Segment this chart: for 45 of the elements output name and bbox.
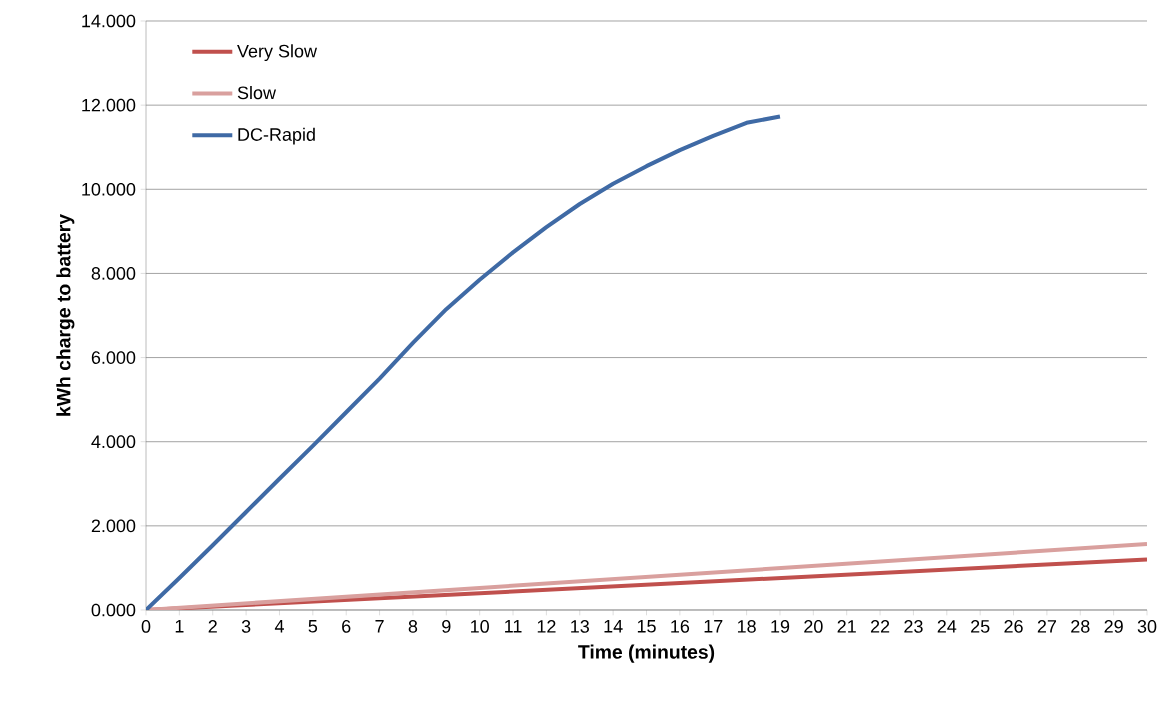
x-tick-label: 24 [937,620,957,633]
x-tick-label: 13 [571,620,589,633]
x-tick-label: 17 [704,620,723,633]
y-tick-label: 0.000 [91,603,136,617]
y-axis-title: kWh charge to battery [56,214,75,416]
y-tick-label: 6.000 [91,351,136,364]
x-tick-label: 8 [408,620,418,633]
x-tick-label: 29 [1104,620,1123,633]
x-axis-title: Time (minutes) [578,644,715,663]
x-tick-label: 14 [604,620,623,633]
x-tick-label: 27 [1037,620,1057,633]
y-tick-label: 4.000 [91,435,136,449]
x-tick-label: 5 [308,620,318,633]
y-tick-label: 12.000 [82,98,136,112]
x-tick-label: 21 [837,620,856,633]
y-tick-label: 2.000 [91,519,136,533]
x-tick-label: 18 [737,620,756,633]
legend-label: Slow [237,85,277,100]
x-tick-label: 1 [175,620,184,633]
legend-label: Very Slow [237,44,318,62]
x-tick-label: 25 [971,620,990,633]
y-tick-label: 8.000 [91,267,136,280]
x-tick-label: 16 [671,620,690,633]
x-tick-label: 20 [804,620,823,633]
x-tick-label: 22 [870,620,890,633]
legend-label: DC-Rapid [238,127,315,145]
x-tick-label: 0 [141,620,151,633]
x-tick-label: 2 [208,620,217,633]
x-tick-label: 10 [471,620,489,633]
x-tick-label: 15 [637,620,656,633]
x-tick-label: 9 [442,620,451,633]
y-tick-label: 10.000 [82,182,136,196]
x-tick-label: 23 [904,620,923,633]
x-tick-label: 12 [537,620,556,633]
x-tick-label: 30 [1137,620,1157,633]
x-tick-label: 26 [1004,620,1023,633]
line-series [146,114,782,610]
x-tick-label: 3 [241,620,251,633]
y-tick-label: 14.000 [82,14,136,28]
x-tick-label: 6 [342,620,351,633]
x-tick-label: 11 [505,620,522,633]
x-tick-label: 7 [375,620,384,633]
x-tick-label: 4 [274,620,284,633]
x-tick-label: 19 [771,620,790,633]
x-tick-label: 28 [1071,620,1090,633]
